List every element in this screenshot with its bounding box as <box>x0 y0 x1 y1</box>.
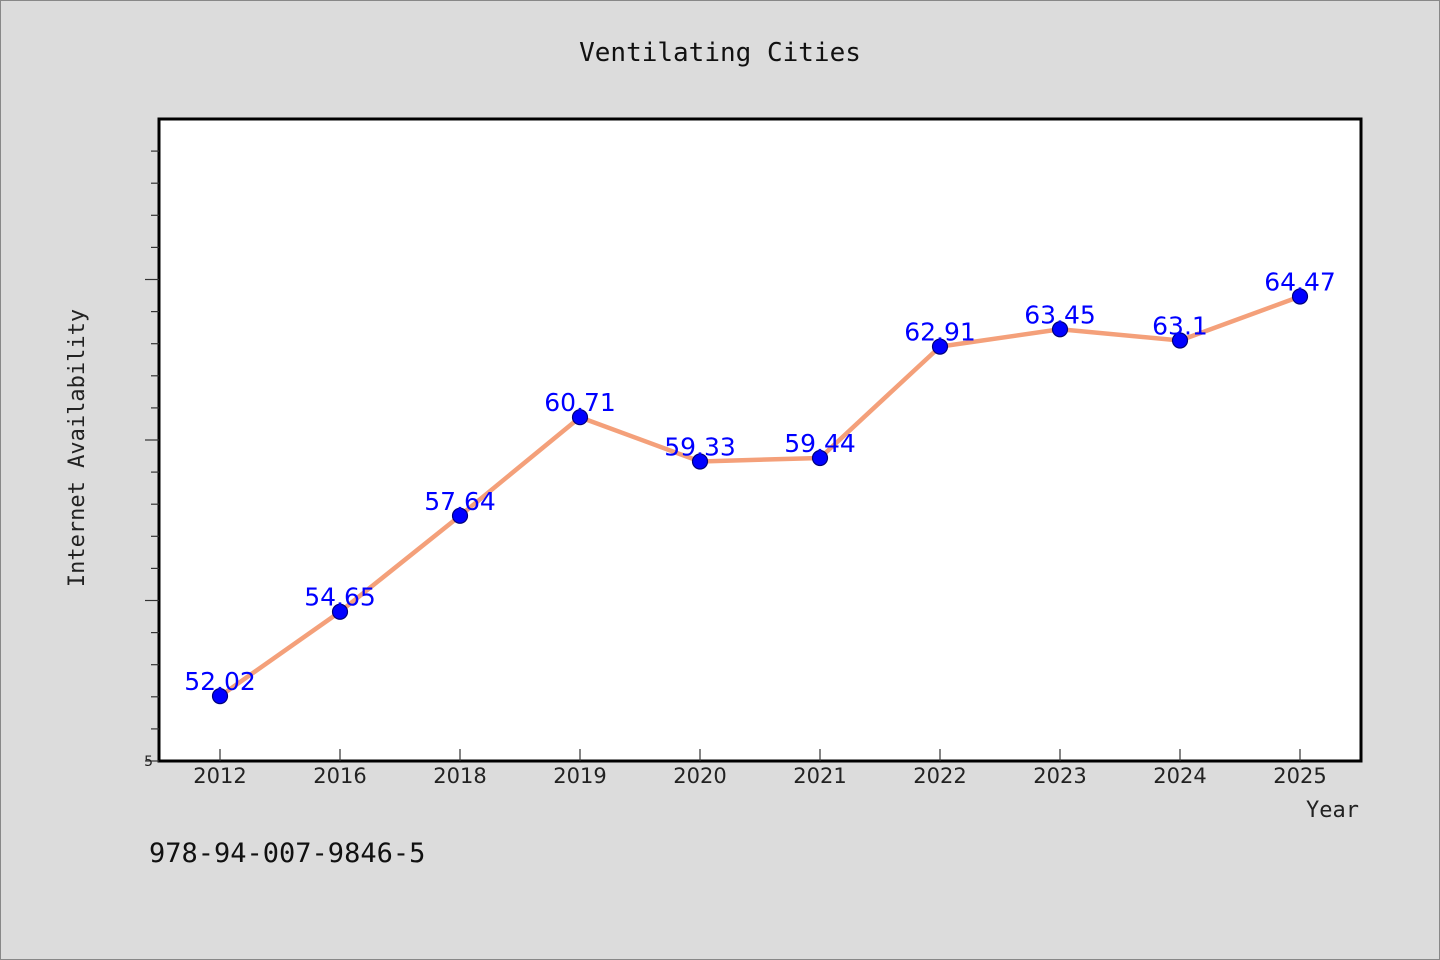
y-axis-label: Internet Availability <box>65 309 90 587</box>
chart-title: Ventilating Cities <box>579 38 861 68</box>
x-tick-label: 2012 <box>193 764 246 788</box>
data-label: 52.02 <box>184 667 256 696</box>
plot-area <box>157 117 1363 763</box>
data-point <box>451 507 469 524</box>
data-point <box>1171 332 1189 349</box>
data-label: 57.64 <box>424 487 496 516</box>
data-point <box>1291 288 1309 305</box>
isbn-text: 978-94-007-9846-5 <box>149 838 425 869</box>
data-point <box>571 409 589 426</box>
x-tick-label: 2020 <box>673 764 726 788</box>
x-tick-label: 2021 <box>793 764 846 788</box>
series-line-group: 52.02 54.65 57.64 60.71 59.33 59.44 62.91 63.45… <box>184 268 1336 705</box>
x-tick-label: 2024 <box>1153 764 1206 788</box>
x-tick-label: 2023 <box>1033 764 1086 788</box>
data-label: 64.47 <box>1264 268 1336 297</box>
data-label: 63.45 <box>1024 300 1096 329</box>
data-label: 59.33 <box>664 433 736 462</box>
x-tick-label: 2025 <box>1273 764 1326 788</box>
y-tick-label: 5 <box>144 754 153 770</box>
data-label: 59.44 <box>784 429 856 458</box>
x-tick-label: 2022 <box>913 764 966 788</box>
x-axis-label: Year <box>1306 798 1359 823</box>
data-point <box>931 338 949 355</box>
x-axis: 2012 2016 2018 2019 2020 2021 2022 2023 2024 2025 <box>193 749 1327 788</box>
data-label: 54.65 <box>304 583 376 612</box>
data-point <box>211 688 229 705</box>
data-label: 63.1 <box>1152 311 1208 340</box>
data-point <box>1051 321 1069 338</box>
x-tick-label: 2016 <box>313 764 366 788</box>
data-point <box>811 449 829 467</box>
series-line <box>217 294 1303 699</box>
y-axis: 5 <box>144 150 159 770</box>
data-label: 62.91 <box>904 318 976 347</box>
data-point <box>691 453 709 470</box>
x-tick-label: 2018 <box>433 764 486 788</box>
data-point <box>331 603 349 620</box>
data-label: 60.71 <box>544 388 616 417</box>
x-tick-label: 2019 <box>553 764 606 788</box>
